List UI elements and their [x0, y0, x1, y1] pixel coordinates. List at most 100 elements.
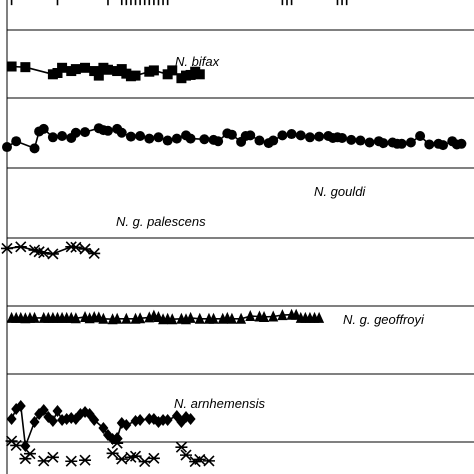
- data-point: [135, 131, 146, 141]
- data-point: [281, 0, 284, 6]
- data-point: [277, 309, 288, 321]
- data-point: [10, 439, 23, 451]
- series-label: N. arnhemensis: [174, 396, 266, 411]
- data-point: [185, 311, 196, 323]
- data-point: [378, 138, 389, 149]
- data-point: [213, 136, 224, 147]
- data-point: [415, 131, 426, 141]
- data-point: [314, 131, 325, 142]
- data-point: [46, 248, 59, 260]
- data-point: [111, 437, 124, 449]
- data-point: [38, 404, 49, 416]
- data-point: [6, 61, 17, 72]
- data-point: [236, 312, 247, 324]
- data-point: [112, 312, 123, 324]
- data-point: [125, 131, 136, 142]
- data-point: [139, 0, 141, 6]
- series-label: N. g. palescens: [116, 214, 206, 229]
- data-point: [268, 135, 279, 146]
- data-point: [355, 135, 366, 146]
- data-point: [226, 129, 237, 140]
- data-point: [424, 139, 435, 150]
- data-point: [29, 416, 40, 428]
- series-label: N. gouldi: [314, 184, 366, 199]
- data-point: [102, 64, 113, 75]
- data-point: [245, 310, 256, 322]
- data-point: [57, 62, 68, 73]
- data-point: [153, 132, 164, 143]
- data-point: [346, 134, 357, 145]
- data-point: [341, 0, 343, 6]
- data-point: [268, 310, 279, 322]
- data-point: [364, 137, 375, 148]
- data-point: [130, 70, 141, 81]
- data-point: [226, 312, 237, 324]
- data-point: [98, 312, 109, 324]
- data-point: [38, 123, 49, 134]
- data-point: [148, 0, 151, 6]
- data-point: [57, 131, 68, 141]
- data-point: [290, 0, 293, 6]
- data-point: [185, 133, 196, 144]
- data-point: [106, 447, 119, 459]
- data-point: [208, 312, 219, 324]
- data-point: [52, 68, 63, 78]
- data-point: [143, 0, 146, 6]
- data-point: [70, 127, 81, 138]
- data-point: [120, 0, 123, 6]
- data-point: [194, 312, 205, 324]
- data-point: [175, 441, 188, 453]
- data-point: [171, 133, 182, 144]
- data-point: [405, 137, 416, 148]
- data-point: [121, 312, 132, 324]
- data-point: [345, 0, 348, 6]
- data-point: [130, 0, 132, 6]
- data-point: [70, 312, 81, 324]
- data-point: [199, 134, 210, 145]
- data-point: [65, 455, 78, 467]
- data-point: [102, 125, 113, 136]
- data-point: [2, 142, 12, 153]
- data-point: [93, 70, 104, 81]
- data-point: [11, 136, 22, 147]
- data-point: [1, 242, 13, 255]
- data-point: [15, 400, 26, 412]
- data-point: [148, 65, 159, 76]
- data-point: [98, 422, 109, 434]
- data-point: [56, 0, 59, 6]
- data-point: [286, 0, 288, 6]
- data-point: [438, 140, 449, 151]
- data-point: [116, 127, 127, 138]
- data-point: [88, 247, 101, 259]
- data-point: [80, 62, 91, 73]
- data-point: [115, 453, 128, 465]
- data-point: [162, 414, 173, 426]
- data-point: [52, 405, 63, 417]
- data-point: [396, 138, 407, 149]
- data-point: [157, 0, 160, 6]
- data-point: [20, 440, 31, 452]
- data-point: [162, 0, 164, 6]
- data-point: [134, 0, 137, 6]
- data-point: [314, 311, 325, 323]
- data-point: [153, 0, 155, 6]
- data-point: [180, 449, 193, 461]
- data-point: [185, 413, 196, 425]
- data-point: [23, 448, 36, 460]
- data-point: [286, 129, 297, 140]
- data-point: [147, 452, 160, 464]
- data-point: [70, 64, 81, 75]
- data-point: [337, 132, 348, 143]
- data-point: [167, 65, 178, 76]
- data-point: [135, 414, 146, 426]
- data-point: [125, 0, 128, 6]
- data-point: [79, 454, 92, 466]
- chart-frame: [6, 0, 474, 474]
- data-point: [162, 135, 173, 146]
- data-point: [295, 130, 306, 141]
- data-point: [245, 130, 256, 141]
- data-point: [69, 241, 82, 253]
- data-point: [10, 0, 13, 6]
- data-point: [277, 130, 288, 141]
